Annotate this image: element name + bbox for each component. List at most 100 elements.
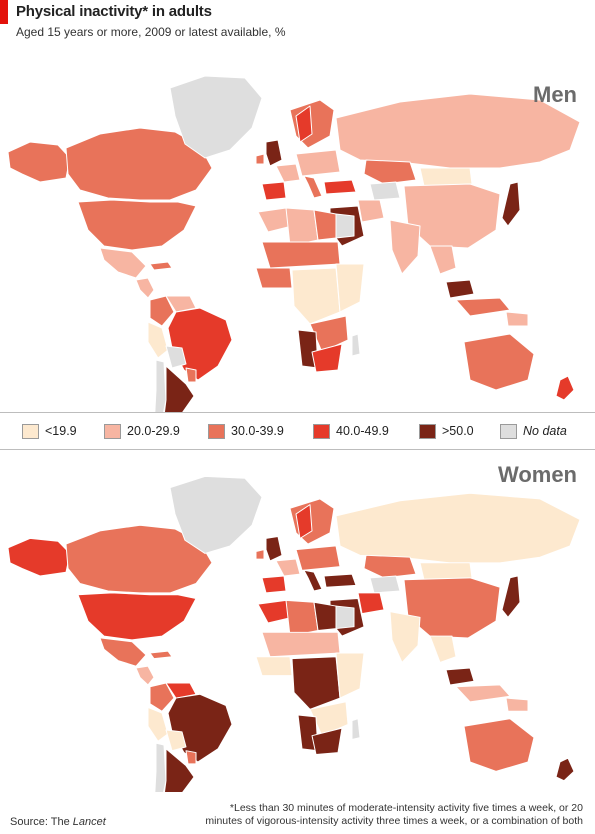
region-italy-men (303, 175, 323, 199)
divider-bottom (0, 449, 595, 450)
region-usa-men (77, 199, 197, 251)
region-central-africa-women (291, 656, 341, 710)
region-madagascar-women (351, 718, 361, 740)
region-east-africa-men (335, 263, 365, 313)
region-iran-women (357, 592, 385, 615)
region-kazakhstan-women (363, 554, 417, 579)
region-egypt-men (335, 213, 355, 239)
region-west-africa-men (255, 267, 293, 289)
region-malaysia-men (445, 279, 475, 299)
divider-top (0, 412, 595, 413)
region-south-africa-men (311, 343, 343, 373)
region-paraguay-women (185, 750, 197, 765)
region-chile-men (154, 359, 167, 412)
region-italy-women (303, 569, 323, 592)
region-argentina-women (163, 748, 195, 792)
panel-label-women: Women (497, 462, 577, 487)
legend-label: 40.0-49.9 (336, 424, 389, 438)
region-east-africa-women (335, 652, 365, 699)
region-iberia-men (261, 181, 287, 201)
region-india-men (389, 219, 421, 275)
legend-swatch (208, 424, 225, 439)
legend-swatch (419, 424, 436, 439)
region-libya-women (313, 601, 337, 631)
region-mongolia-women (419, 562, 473, 581)
footnote: *Less than 30 minutes of moderate-intens… (205, 802, 583, 827)
region-ireland-women (255, 549, 265, 560)
region-france-women (275, 558, 301, 577)
region-malaysia-women (445, 667, 475, 686)
map-panel-men: Men (0, 50, 595, 412)
region-canada-men (65, 127, 213, 201)
region-uk-men (265, 139, 283, 167)
legend-swatch (500, 424, 517, 439)
legend: <19.9 20.0-29.9 30.0-39.9 40.0-49.9 >50.… (0, 417, 595, 445)
region-sahel-men (261, 241, 341, 269)
legend-swatch (22, 424, 39, 439)
world-map-women (7, 475, 581, 792)
region-bolivia-men (165, 345, 187, 369)
region-colombia-men (149, 295, 175, 327)
region-canada-women (65, 524, 213, 594)
region-central-america-men (135, 277, 155, 299)
region-venezuela-men (165, 295, 197, 313)
region-france-men (275, 163, 301, 183)
region-central-asia-women (369, 575, 401, 594)
legend-swatch (313, 424, 330, 439)
region-australia-men (463, 333, 535, 391)
region-libya-men (313, 209, 337, 241)
page-title: Physical inactivity* in adults (16, 3, 212, 20)
source-name: Lancet (72, 816, 106, 828)
source-prefix: Source: The (10, 816, 73, 828)
region-egypt-women (335, 605, 355, 630)
region-kazakhstan-men (363, 159, 417, 185)
region-cuba-women (149, 650, 173, 660)
region-algeria-women (285, 599, 319, 637)
region-nz-men (555, 375, 575, 401)
region-norway-women (295, 504, 313, 539)
region-uk-women (265, 536, 283, 562)
region-australia-women (463, 718, 535, 772)
region-japan-men (501, 181, 521, 227)
region-png-women (505, 697, 529, 712)
region-indonesia-men (455, 297, 511, 317)
region-alaska-women (7, 537, 71, 577)
region-russia-women (335, 492, 581, 564)
panel-label-men: Men (533, 82, 577, 107)
region-central-asia-men (369, 181, 401, 201)
region-greenland-women (169, 475, 263, 554)
region-chile-women (154, 742, 167, 792)
region-central-europe-women (295, 545, 341, 571)
region-peru-women (147, 706, 169, 742)
region-norway-men (295, 105, 313, 143)
region-india-women (389, 611, 421, 663)
region-japan-women (501, 575, 521, 618)
legend-label: 30.0-39.9 (231, 424, 284, 438)
region-sahel-women (261, 631, 341, 658)
legend-label: >50.0 (442, 424, 474, 438)
region-paraguay-men (185, 367, 197, 383)
region-se-asia-women (429, 635, 457, 663)
region-peru-men (147, 321, 169, 359)
region-brazil-men (167, 307, 233, 381)
map-panel-women: Women (0, 452, 595, 792)
region-mongolia-men (419, 167, 473, 187)
region-west-africa-women (255, 656, 293, 677)
brand-tag (0, 0, 8, 24)
region-iran-men (357, 199, 385, 223)
region-algeria-men (285, 207, 319, 247)
region-central-europe-men (295, 149, 341, 177)
legend-label: 20.0-29.9 (127, 424, 180, 438)
legend-label: <19.9 (45, 424, 77, 438)
region-central-america-women (135, 665, 155, 686)
region-ireland-men (255, 153, 265, 165)
region-russia-men (335, 93, 581, 169)
region-se-asia-men (429, 245, 457, 275)
region-southern-africa-men (309, 315, 349, 353)
world-map-men (7, 75, 581, 412)
region-mexico-men (99, 247, 147, 279)
region-mexico-women (99, 637, 147, 667)
region-alaska-men (7, 141, 71, 183)
region-bolivia-women (165, 729, 187, 752)
region-nz-women (555, 757, 575, 782)
